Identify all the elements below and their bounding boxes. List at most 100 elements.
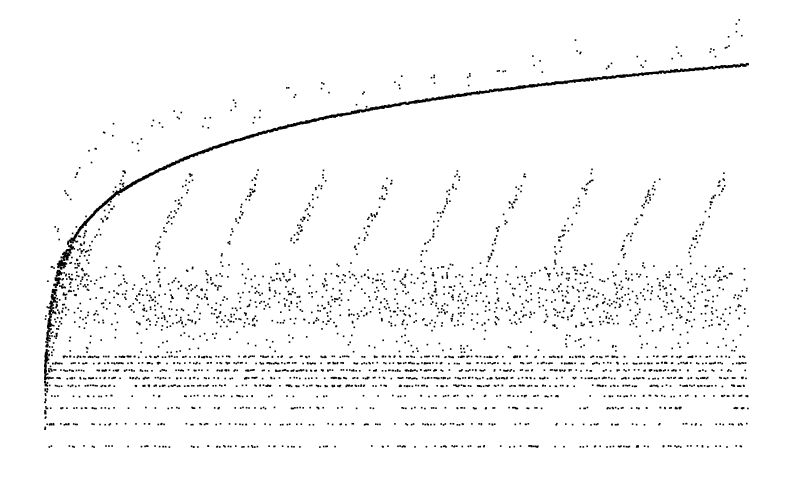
- middle-streak-point: [301, 229, 303, 232]
- main-curve-point: [75, 233, 78, 236]
- low-band-point: [253, 355, 255, 358]
- dense-band-point: [714, 274, 717, 277]
- outlier-point: [78, 167, 81, 169]
- dense-band-point: [113, 296, 115, 299]
- low-band-point: [234, 369, 236, 371]
- low-band-point: [549, 385, 551, 387]
- low-band-point: [745, 377, 747, 380]
- dense-band-point: [311, 311, 313, 314]
- dense-band-point: [138, 302, 141, 304]
- origin-cluster-point: [61, 310, 63, 312]
- low-band-point: [82, 362, 84, 365]
- low-band-point: [159, 370, 162, 372]
- middle-streak-point: [452, 187, 455, 189]
- origin-cluster-point: [58, 299, 61, 301]
- middle-streak-point: [578, 201, 581, 203]
- dense-band-point: [415, 320, 417, 322]
- dense-band-point: [402, 310, 404, 312]
- middle-streak-point: [355, 248, 357, 250]
- origin-cluster-point: [44, 389, 47, 392]
- middle-streak-point: [381, 195, 383, 198]
- dense-band-point: [690, 280, 692, 283]
- dense-band-point: [612, 275, 615, 277]
- main-curve-point: [388, 104, 391, 107]
- middle-streak-point: [368, 225, 371, 228]
- dense-band-point: [254, 275, 256, 277]
- low-band-point: [723, 394, 726, 397]
- low-band-point: [82, 370, 85, 372]
- dense-band-point: [614, 306, 617, 309]
- low-band-point: [429, 362, 431, 365]
- dense-band-point: [383, 286, 385, 288]
- low-band-point: [725, 355, 727, 358]
- middle-streak-point: [446, 198, 448, 200]
- dense-band-point: [459, 293, 461, 295]
- low-band-point: [66, 370, 68, 372]
- main-curve-point: [517, 85, 520, 88]
- low-band-point: [685, 395, 687, 397]
- low-band-point: [634, 395, 636, 397]
- low-band-point: [738, 355, 741, 358]
- outlier-point: [136, 142, 139, 145]
- dense-band-point: [480, 277, 482, 280]
- origin-cluster-point: [75, 226, 78, 228]
- main-curve-point: [553, 83, 556, 86]
- low-band-point: [56, 362, 59, 365]
- low-band-point: [71, 369, 73, 372]
- dense-band-point: [723, 320, 726, 322]
- origin-cluster-point: [83, 241, 86, 243]
- low-band-point: [679, 377, 682, 379]
- dense-band-point: [273, 295, 276, 297]
- low-band-point: [668, 407, 671, 409]
- dense-band-point: [253, 323, 256, 326]
- middle-streak-point: [376, 213, 378, 216]
- low-band-point: [241, 361, 243, 364]
- middle-streak-point: [245, 198, 247, 201]
- dense-band-point: [289, 268, 291, 271]
- low-band-point: [378, 376, 381, 379]
- low-band-point: [510, 377, 513, 379]
- origin-cluster-point: [69, 281, 72, 284]
- middle-streak-point: [708, 215, 710, 218]
- low-band-point: [519, 384, 522, 387]
- low-band-point: [463, 407, 466, 409]
- low-band-point: [392, 394, 394, 397]
- main-curve-point: [339, 114, 342, 117]
- dense-band-point: [739, 305, 742, 307]
- low-band-point: [407, 355, 409, 358]
- dense-band-point: [669, 273, 671, 276]
- origin-cluster-point: [64, 298, 67, 300]
- low-band-point: [96, 369, 99, 372]
- low-band-point: [580, 370, 582, 372]
- low-band-point: [493, 370, 496, 372]
- middle-streak-point: [622, 256, 625, 259]
- dense-band-point: [570, 315, 573, 317]
- middle-streak-point: [585, 183, 588, 186]
- low-band-point: [84, 407, 87, 409]
- low-band-point: [51, 370, 53, 372]
- dense-band-point: [720, 279, 723, 281]
- dense-band-point: [95, 279, 98, 281]
- dense-band-point: [187, 318, 189, 321]
- dense-band-point: [411, 299, 414, 302]
- dense-band-point: [291, 291, 294, 293]
- low-band-point: [241, 395, 244, 398]
- dense-band-point: [612, 271, 614, 273]
- low-band-point: [352, 369, 355, 371]
- low-band-point: [566, 362, 568, 365]
- low-band-point: [591, 384, 594, 386]
- dense-band-point: [322, 321, 324, 323]
- origin-cluster-point: [79, 243, 82, 245]
- low-band-point: [244, 355, 247, 358]
- low-band-point: [649, 369, 651, 371]
- dense-band-point: [343, 281, 346, 284]
- dense-band-point: [681, 276, 684, 279]
- low-band-point: [80, 369, 83, 372]
- dense-band-point: [248, 305, 250, 307]
- outlier-point: [710, 48, 712, 50]
- dense-band-point: [62, 283, 64, 286]
- dense-band-point: [440, 308, 443, 310]
- origin-cluster-point: [74, 267, 77, 269]
- dense-band-point: [440, 325, 443, 327]
- middle-streak-point: [497, 229, 499, 232]
